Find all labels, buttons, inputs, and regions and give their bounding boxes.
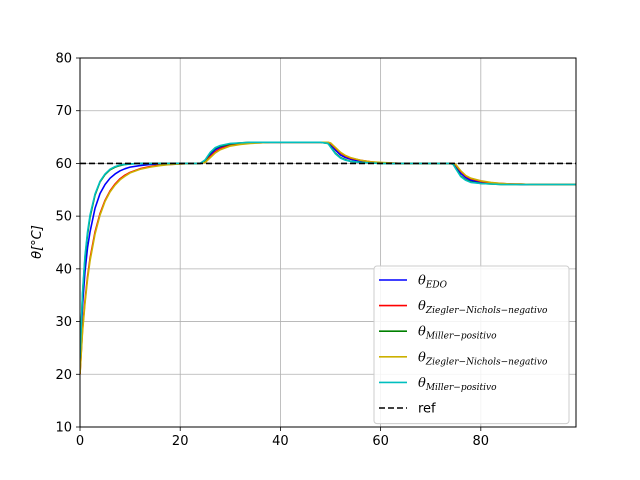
y-tick-label: 10 [55,421,72,436]
x-tick-label: 0 [76,434,84,449]
series-lines [80,141,576,375]
y-tick-label: 40 [55,262,72,277]
y-tick-label: 20 [55,368,72,383]
x-axis: 0 20 40 60 80 [76,427,489,449]
x-tick-label: 20 [172,434,189,449]
legend: θEDO θZiegler−Nichols−negativo θMiller−pos… [373,265,570,425]
x-tick-label: 60 [372,434,389,449]
legend-label-1: θZiegler−Nichols−negativo [418,299,548,316]
legend-label-0: θEDO [418,274,448,291]
y-axis-label: θ[°C] [30,225,45,259]
legend-label-5: ref [418,402,436,417]
y-tick-label: 80 [55,52,72,67]
y-tick-label: 70 [55,104,72,119]
y-tick-label: 60 [55,157,72,172]
series-line-4 [80,141,576,359]
y-tick-label: 50 [55,210,72,225]
legend-label-3: θZiegler−Nichols−negativo [418,350,548,367]
legend-label-4: θMiller−positivo [418,376,497,393]
legend-label-2: θMiller−positivo [418,325,497,342]
x-tick-label: 40 [272,434,289,449]
x-tick-label: 80 [473,434,490,449]
plot-frame [79,57,577,428]
y-tick-label: 30 [55,315,72,330]
y-axis: 10 20 30 40 50 60 70 80 [55,52,80,436]
legend-box [373,265,570,425]
